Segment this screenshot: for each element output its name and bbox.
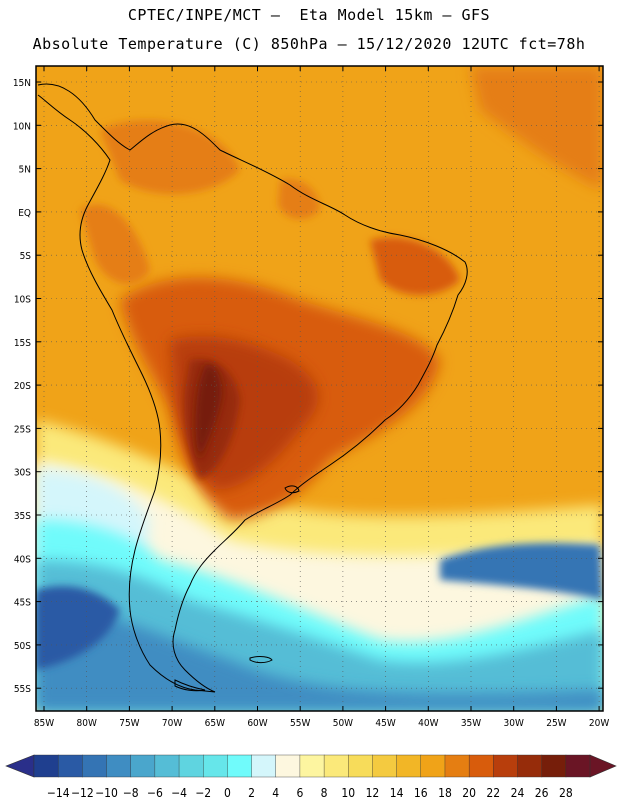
colorbar-swatch bbox=[106, 754, 132, 778]
lat-tick-label: 45S bbox=[14, 598, 31, 609]
colorbar-swatch bbox=[227, 754, 253, 778]
lat-tick-label: 5N bbox=[19, 165, 31, 176]
colorbar-label: 22 bbox=[486, 786, 500, 800]
colorbar-label: 16 bbox=[414, 786, 428, 800]
colorbar-label: 10 bbox=[341, 786, 355, 800]
colorbar-swatch bbox=[130, 754, 156, 778]
colorbar-swatch bbox=[541, 754, 567, 778]
colorbar-label: 12 bbox=[366, 786, 380, 800]
lat-tick-label: 20S bbox=[14, 381, 31, 392]
colorbar-label: 20 bbox=[462, 786, 476, 800]
chart-title-line1: CPTEC/INPE/MCT – Eta Model 15km – GFS bbox=[127, 6, 491, 24]
colorbar-swatch bbox=[203, 754, 228, 778]
colorbar-label: 0 bbox=[224, 786, 231, 800]
colorbar-label: 18 bbox=[438, 786, 452, 800]
lon-tick-label: 70W bbox=[162, 718, 182, 729]
colorbar-label: 8 bbox=[321, 786, 328, 800]
colorbar-swatch bbox=[299, 754, 325, 778]
colorbar-label: 26 bbox=[535, 786, 549, 800]
colorbar-swatch bbox=[82, 754, 108, 778]
colorbar-swatch bbox=[33, 754, 59, 778]
colorbar-label: 6 bbox=[296, 786, 303, 800]
lat-tick-label: 40S bbox=[14, 554, 31, 565]
colorbar-swatch bbox=[468, 754, 494, 778]
lon-tick-label: 55W bbox=[290, 718, 310, 729]
lon-tick-label: 75W bbox=[119, 718, 139, 729]
lat-tick-label: 30S bbox=[14, 468, 31, 479]
coastline bbox=[37, 83, 468, 693]
colorbar-swatch bbox=[275, 754, 301, 778]
colorbar-swatch bbox=[178, 754, 204, 778]
colorbar-label: 28 bbox=[559, 786, 573, 800]
lat-tick-label: 15N bbox=[13, 78, 31, 89]
colorbar-swatch bbox=[57, 754, 83, 778]
colorbar-label: −12 bbox=[71, 786, 94, 800]
lat-tick-label: 25S bbox=[14, 424, 31, 435]
colorbar-swatch bbox=[251, 754, 277, 778]
colorbar-label: −2 bbox=[195, 786, 211, 800]
colorbar-label: 24 bbox=[511, 786, 525, 800]
colorbar-arrow-left bbox=[5, 754, 35, 778]
lon-tick-label: 25W bbox=[546, 718, 566, 729]
colorbar bbox=[5, 754, 617, 778]
lat-tick-label: EQ bbox=[18, 208, 31, 219]
lat-tick-label: 15S bbox=[14, 338, 31, 349]
colorbar-swatch bbox=[396, 754, 422, 778]
lon-tick-label: 80W bbox=[77, 718, 97, 729]
colorbar-swatch bbox=[372, 754, 398, 778]
colorbar-label: 4 bbox=[272, 786, 279, 800]
temperature-field bbox=[36, 66, 603, 711]
lon-tick-label: 40W bbox=[418, 718, 438, 729]
lon-tick-label: 35W bbox=[461, 718, 481, 729]
colorbar-label: 14 bbox=[390, 786, 404, 800]
colorbar-label: −4 bbox=[171, 786, 187, 800]
colorbar-swatch bbox=[444, 754, 470, 778]
lon-tick-label: 65W bbox=[205, 718, 225, 729]
colorbar-labels: −14 −12 −10 −8 −6 −4 −2 0 2 4 6 8 10 12 14 16 18 20 22 24 26… bbox=[47, 786, 573, 800]
lon-tick-label: 20W bbox=[589, 718, 609, 729]
colorbar-arrow-right bbox=[589, 754, 617, 778]
colorbar-label: −10 bbox=[95, 786, 118, 800]
colorbar-label: −14 bbox=[47, 786, 70, 800]
colorbar-swatch bbox=[323, 754, 349, 778]
lat-tick-label: 10N bbox=[13, 121, 31, 132]
longitude-labels: 85W 80W 75W 70W 65W 60W 55W 50W 45W 40W 35W 30W 25W 2… bbox=[34, 66, 609, 729]
lat-tick-label: 35S bbox=[14, 511, 31, 522]
lon-tick-label: 45W bbox=[375, 718, 395, 729]
lon-tick-label: 85W bbox=[34, 718, 54, 729]
map-frame bbox=[35, 65, 604, 712]
latitude-labels: 15N 10N 5N EQ 5S 10S 15S 20S 25S 30S 35S 40S 45S 50S 5… bbox=[13, 78, 603, 695]
lon-tick-label: 50W bbox=[333, 718, 353, 729]
lon-tick-label: 60W bbox=[247, 718, 267, 729]
colorbar-swatch bbox=[565, 754, 591, 778]
colorbar-label: 2 bbox=[248, 786, 255, 800]
colorbar-label: −8 bbox=[123, 786, 139, 800]
colorbar-swatch bbox=[420, 754, 446, 778]
colorbar-swatch bbox=[348, 754, 373, 778]
colorbar-swatch bbox=[154, 754, 180, 778]
colorbar-swatch bbox=[517, 754, 543, 778]
lat-tick-label: 10S bbox=[14, 295, 31, 306]
lon-tick-label: 30W bbox=[504, 718, 524, 729]
chart-title-line2: Absolute Temperature (C) 850hPa – 15/12/… bbox=[32, 35, 586, 53]
lat-tick-label: 50S bbox=[14, 641, 31, 652]
lat-tick-label: 5S bbox=[20, 251, 32, 262]
colorbar-swatch bbox=[493, 754, 518, 778]
lat-tick-label: 55S bbox=[14, 684, 31, 695]
colorbar-label: −6 bbox=[147, 786, 163, 800]
